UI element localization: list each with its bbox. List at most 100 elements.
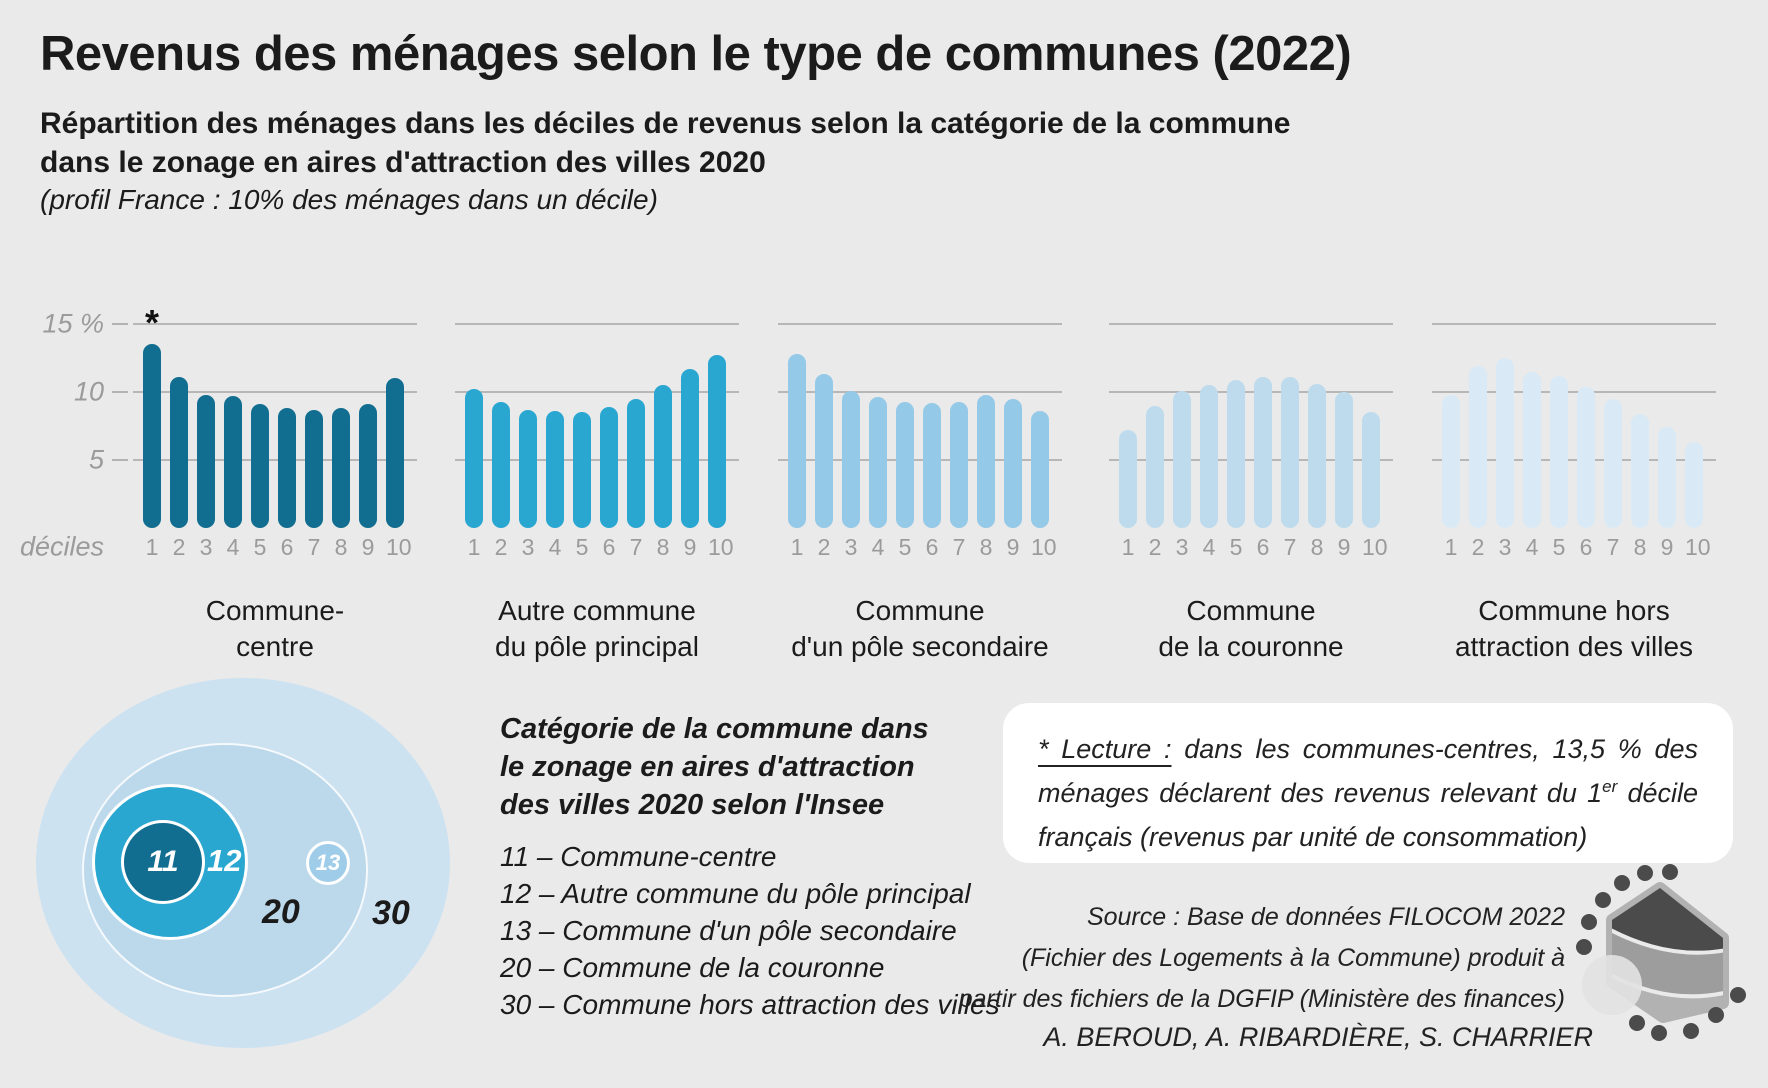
bar-decile-4 <box>869 397 887 528</box>
lecture-note: * Lecture : dans les communes-centres, 1… <box>1003 703 1733 863</box>
decile-tick-8: 8 <box>979 534 993 560</box>
bar-decile-1 <box>1119 430 1137 528</box>
decile-tick-10: 10 <box>1685 534 1711 560</box>
lecture-sup: er <box>1602 777 1618 796</box>
decile-tick-6: 6 <box>280 534 294 560</box>
gridline-5 <box>1109 459 1393 461</box>
bar-decile-4 <box>1200 385 1218 528</box>
diagram-label-12: 12 <box>207 843 242 878</box>
decile-tick-3: 3 <box>844 534 858 560</box>
chart-title: Commune-centre <box>205 595 345 662</box>
lecture-asterisk: * <box>144 302 159 344</box>
bar-decile-7 <box>627 398 645 528</box>
gridline-5 <box>455 459 739 461</box>
logo-dots <box>1576 864 1746 1041</box>
decile-ticks: 1 2 3 4 5 6 7 8 9 10 <box>1109 534 1393 561</box>
bar-decile-10 <box>386 378 404 528</box>
bar-decile-3 <box>197 394 215 528</box>
bar-decile-1 <box>465 389 483 528</box>
legend-item-11: 11 – Commune-centre <box>500 841 777 872</box>
y-tick-15: 15 % <box>42 308 104 339</box>
bar-decile-3 <box>519 409 537 528</box>
page-title: Revenus des ménages selon le type de com… <box>40 27 1352 81</box>
bar-decile-6 <box>1577 386 1595 528</box>
plot-area <box>1109 323 1393 528</box>
decile-tick-4: 4 <box>548 534 562 560</box>
gridline-10 <box>1109 391 1393 393</box>
bar-group <box>1442 324 1703 528</box>
bar-group <box>143 324 404 528</box>
decile-tick-10: 10 <box>386 534 412 560</box>
diagram-label-30: 30 <box>372 894 410 932</box>
plot-area <box>778 323 1062 528</box>
bar-decile-9 <box>1004 398 1022 528</box>
decile-tick-9: 9 <box>361 534 375 560</box>
chart-title: Commune d'un pôle secondaire <box>791 595 1049 662</box>
bar-decile-3 <box>842 390 860 528</box>
bar-decile-2 <box>170 377 188 528</box>
decile-tick-7: 7 <box>307 534 321 560</box>
chart-2: 1 2 3 4 5 6 7 8 9 10 Autre commune du pôle principa… <box>455 323 739 665</box>
chart-4: 1 2 3 4 5 6 7 8 9 10 Commune de la couronne <box>1109 323 1393 665</box>
decile-tick-7: 7 <box>629 534 643 560</box>
bar-decile-8 <box>332 408 350 528</box>
bar-decile-6 <box>923 402 941 528</box>
chart-1: * 1 2 3 4 5 6 7 8 9 10 Commune-centre <box>133 302 417 665</box>
subtitle-line-2: dans le zonage en aires d'attraction des… <box>40 146 766 179</box>
decile-tick-5: 5 <box>898 534 912 560</box>
gridline-10 <box>778 391 1062 393</box>
bar-decile-3 <box>1173 390 1191 528</box>
bar-group <box>788 324 1049 528</box>
decile-ticks: 1 2 3 4 5 6 7 8 9 10 <box>455 534 739 561</box>
y-tick-dash <box>112 459 128 461</box>
decile-tick-2: 2 <box>1471 534 1485 560</box>
bar-decile-6 <box>278 408 296 528</box>
decile-tick-1: 1 <box>467 534 481 560</box>
bar-decile-10 <box>1362 412 1380 528</box>
circle-13: 13 <box>306 841 350 885</box>
chart-3: 1 2 3 4 5 6 7 8 9 10 Commune d'un pôle secondaire <box>778 323 1062 665</box>
source-note: Source : Base de données FILOCOM 2022 (F… <box>959 897 1565 1020</box>
publisher-logo <box>1576 864 1746 1041</box>
circle-11: 11 <box>121 820 205 904</box>
source-line-1: Source : Base de données FILOCOM 2022 <box>1086 903 1565 931</box>
decile-tick-6: 6 <box>1579 534 1593 560</box>
decile-tick-7: 7 <box>952 534 966 560</box>
authors: A. BEROUD, A. RIBARDIÈRE, S. CHARRIER <box>1043 1022 1593 1052</box>
decile-tick-3: 3 <box>521 534 535 560</box>
decile-tick-4: 4 <box>226 534 240 560</box>
decile-tick-2: 2 <box>494 534 508 560</box>
gridline-5 <box>133 459 417 461</box>
plot-area <box>1432 323 1716 528</box>
decile-tick-6: 6 <box>602 534 616 560</box>
gridline-15 <box>778 323 1062 325</box>
decile-tick-9: 9 <box>1660 534 1674 560</box>
bar-decile-1 <box>788 353 806 528</box>
bar-decile-2 <box>1469 366 1487 528</box>
legend-text: Catégorie de la commune dans le zonage e… <box>500 710 1000 1023</box>
diagram-label-20: 20 <box>262 893 300 931</box>
legend-item-20: 20 – Commune de la couronne <box>500 952 885 983</box>
bar-decile-10 <box>1031 411 1049 528</box>
decile-tick-3: 3 <box>1175 534 1189 560</box>
decile-tick-4: 4 <box>1525 534 1539 560</box>
bar-decile-7 <box>1604 398 1622 528</box>
bar-decile-7 <box>305 409 323 528</box>
decile-tick-4: 4 <box>1202 534 1216 560</box>
bar-decile-8 <box>1631 413 1649 528</box>
decile-tick-6: 6 <box>1256 534 1270 560</box>
bar-decile-9 <box>1658 427 1676 528</box>
decile-tick-8: 8 <box>656 534 670 560</box>
bar-decile-4 <box>546 411 564 528</box>
decile-tick-2: 2 <box>817 534 831 560</box>
bar-decile-8 <box>1308 383 1326 528</box>
decile-tick-5: 5 <box>253 534 267 560</box>
gridline-10 <box>1432 391 1716 393</box>
decile-tick-5: 5 <box>1229 534 1243 560</box>
decile-tick-1: 1 <box>790 534 804 560</box>
bar-decile-9 <box>359 404 377 528</box>
decile-ticks: 1 2 3 4 5 6 7 8 9 10 <box>1432 534 1716 561</box>
y-tick-5: 5 <box>88 444 104 475</box>
chart-5: 1 2 3 4 5 6 7 8 9 10 Commune hors attraction des vi… <box>1432 323 1716 665</box>
decile-tick-8: 8 <box>1310 534 1324 560</box>
